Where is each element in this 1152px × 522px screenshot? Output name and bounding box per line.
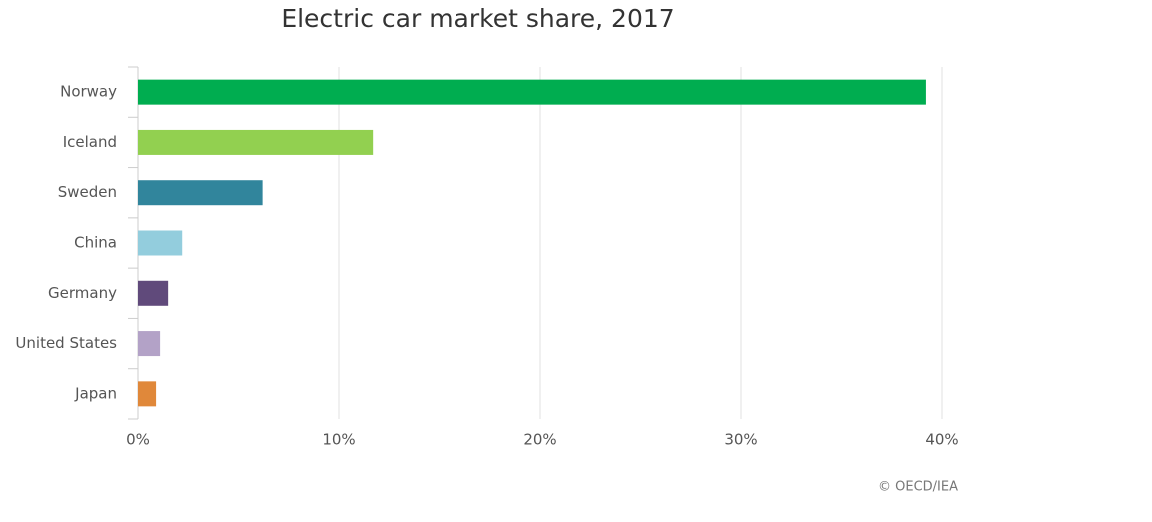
y-tick-label: Sweden xyxy=(58,183,117,201)
credit: © OECD/IEA xyxy=(878,480,958,495)
y-tick-label: Norway xyxy=(60,83,117,101)
y-tick-label: Iceland xyxy=(63,133,117,151)
x-tick-label: 30% xyxy=(724,431,757,449)
bar xyxy=(138,280,169,306)
bar xyxy=(138,230,183,256)
x-tick-label: 40% xyxy=(925,431,958,449)
y-tick-label: China xyxy=(74,234,117,252)
x-tick-label: 10% xyxy=(322,431,355,449)
y-tick-label: Japan xyxy=(74,384,117,402)
x-tick-label: 20% xyxy=(523,431,556,449)
bar xyxy=(138,129,374,155)
bar xyxy=(138,79,926,105)
bar xyxy=(138,180,263,206)
bar xyxy=(138,331,161,357)
chart-title: Electric car market share, 2017 xyxy=(281,4,674,33)
y-tick-label: United States xyxy=(15,334,117,352)
x-tick-label: 0% xyxy=(126,431,150,449)
bar xyxy=(138,381,157,407)
y-tick-label: Germany xyxy=(48,284,117,302)
